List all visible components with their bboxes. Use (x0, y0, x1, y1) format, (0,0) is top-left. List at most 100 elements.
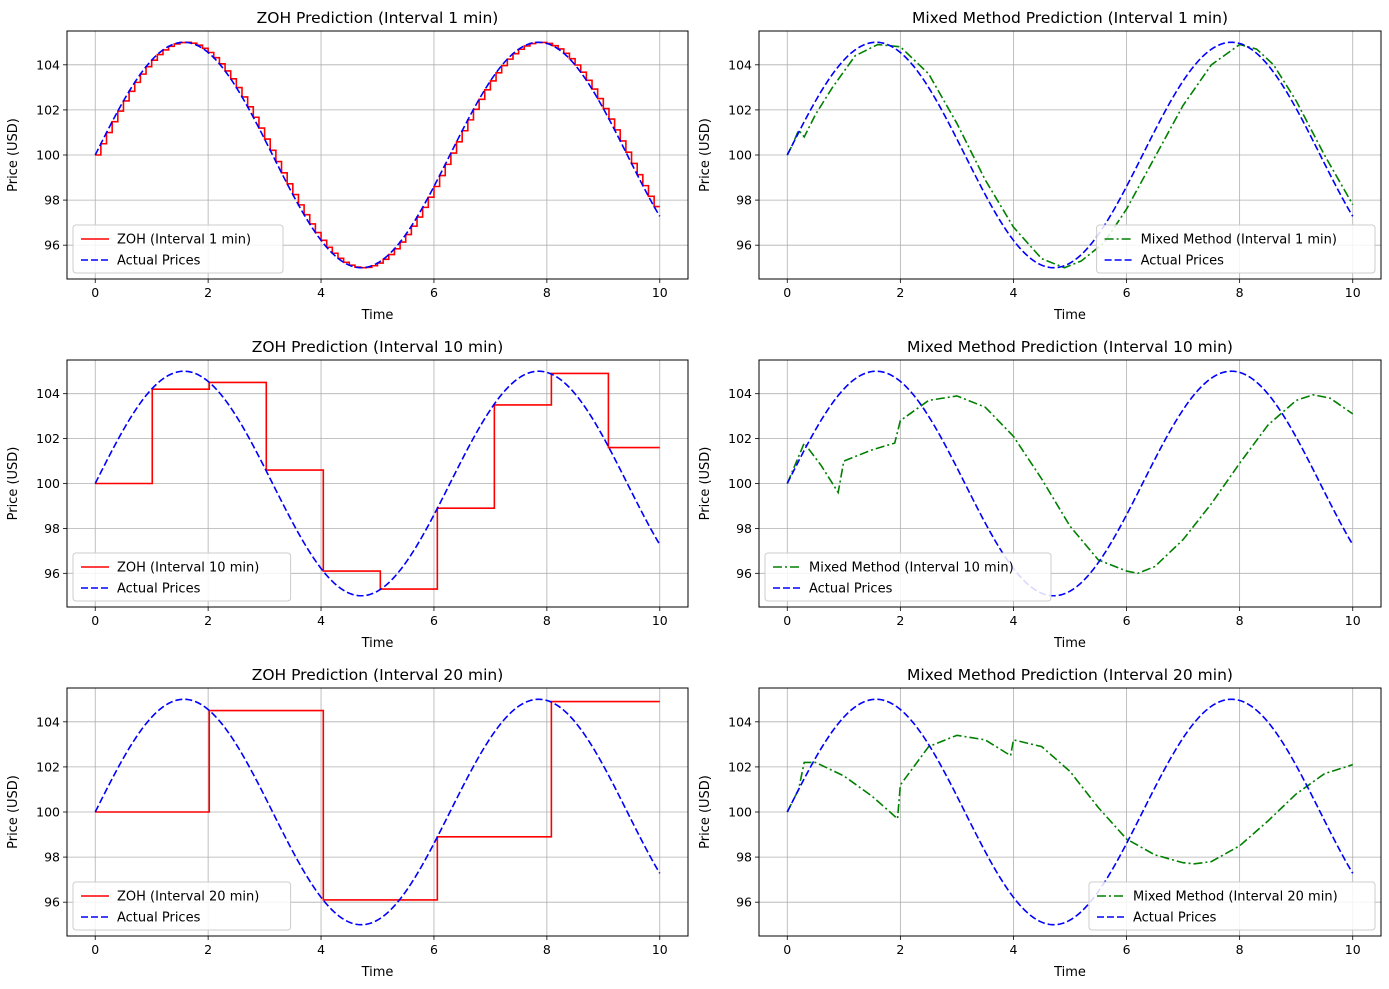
y-tick-label: 102 (728, 102, 752, 117)
x-tick-label: 4 (317, 942, 325, 957)
legend: Mixed Method (Interval 10 min) Actual Pri… (765, 553, 1051, 601)
series-line-1 (787, 735, 1352, 864)
x-tick-label: 0 (91, 285, 99, 300)
y-tick-label: 104 (36, 386, 60, 401)
subplot-4: 0 2 4 6 8 109698100102104Mixed Method Predict… (698, 338, 1381, 651)
y-tick-label: 96 (736, 238, 752, 253)
legend: Mixed Method (Interval 1 min) Actual Pric… (1097, 225, 1375, 273)
x-tick-label: 8 (543, 285, 551, 300)
y-tick-label: 104 (728, 57, 752, 72)
legend-label: ZOH (Interval 10 min) (117, 561, 259, 576)
y-axis-label: Price (USD) (6, 447, 21, 521)
y-axis-label: Price (USD) (698, 118, 713, 192)
y-axis-label: Price (USD) (6, 775, 21, 849)
chart-title: ZOH Prediction (Interval 10 min) (252, 338, 504, 356)
x-tick-label: 8 (1236, 285, 1244, 300)
legend-label: Actual Prices (117, 582, 201, 597)
x-tick-label: 4 (1009, 942, 1017, 957)
legend: ZOH (Interval 20 min) Actual Prices (73, 882, 291, 930)
legend-label: Mixed Method (Interval 1 min) (1141, 233, 1337, 248)
x-tick-label: 6 (1123, 942, 1131, 957)
y-tick-label: 98 (44, 850, 60, 865)
y-axis-label: Price (USD) (6, 118, 21, 192)
chart-title: Mixed Method Prediction (Interval 1 min) (912, 9, 1228, 27)
y-tick-label: 96 (44, 895, 60, 910)
x-tick-label: 8 (1236, 942, 1244, 957)
y-tick-label: 98 (736, 193, 752, 208)
legend-label: Actual Prices (117, 254, 201, 269)
legend-label: Mixed Method (Interval 10 min) (809, 561, 1014, 576)
y-tick-label: 102 (36, 431, 60, 446)
x-tick-label: 2 (896, 285, 904, 300)
y-tick-label: 104 (728, 386, 752, 401)
subplot-1: 0 2 4 6 8 10 96 98 100 102 104 ZOH Prediction (Inte… (6, 9, 688, 323)
y-tick-label: 104 (36, 57, 60, 72)
series-line-1 (95, 702, 660, 900)
y-axis-label: Price (USD) (698, 775, 713, 849)
y-tick-label: 96 (44, 238, 60, 253)
x-tick-label: 2 (204, 942, 212, 957)
x-tick-label: 4 (1009, 613, 1017, 628)
x-axis-label: Time (1053, 636, 1086, 651)
y-tick-label: 104 (728, 714, 752, 729)
x-tick-label: 8 (1236, 613, 1244, 628)
x-tick-label: 10 (652, 285, 668, 300)
y-tick-label: 100 (36, 805, 60, 820)
x-tick-label: 2 (896, 613, 904, 628)
legend: ZOH (Interval 1 min) Actual Prices (73, 225, 283, 273)
x-tick-label: 4 (317, 613, 325, 628)
y-tick-label: 100 (36, 148, 60, 163)
x-axis-label: Time (361, 308, 394, 323)
x-tick-label: 6 (430, 613, 438, 628)
legend-label: Actual Prices (117, 911, 201, 926)
y-tick-label: 100 (728, 805, 752, 820)
x-axis-label: Time (1053, 308, 1086, 323)
x-tick-label: 0 (783, 942, 791, 957)
x-tick-label: 10 (652, 942, 668, 957)
x-tick-label: 0 (91, 942, 99, 957)
x-tick-label: 4 (1009, 285, 1017, 300)
x-tick-label: 2 (896, 942, 904, 957)
x-tick-label: 10 (1345, 613, 1361, 628)
legend-label: Actual Prices (1141, 254, 1225, 269)
legend: Mixed Method (Interval 20 min) Actual Pri… (1089, 882, 1375, 930)
y-tick-label: 100 (728, 476, 752, 491)
y-tick-label: 96 (736, 895, 752, 910)
subplot-2: 0 2 4 6 8 109698100102104Mixed Method Predict… (698, 9, 1381, 323)
legend-label: Mixed Method (Interval 20 min) (1133, 890, 1338, 905)
x-axis-label: Time (1053, 965, 1086, 980)
x-tick-label: 0 (91, 613, 99, 628)
x-axis-label: Time (361, 965, 394, 980)
x-tick-label: 2 (204, 613, 212, 628)
chart-title: ZOH Prediction (Interval 20 min) (252, 666, 504, 684)
series-line-1 (787, 395, 1352, 574)
x-tick-label: 6 (430, 285, 438, 300)
x-tick-label: 6 (430, 942, 438, 957)
legend-label: ZOH (Interval 1 min) (117, 233, 251, 248)
y-tick-label: 102 (728, 759, 752, 774)
x-tick-label: 4 (317, 285, 325, 300)
y-tick-label: 102 (36, 759, 60, 774)
y-tick-label: 98 (736, 850, 752, 865)
subplot-5: 0 2 4 6 8 10 96 98 100 102 104 ZOH Prediction (Inte… (6, 666, 688, 980)
chart-title: Mixed Method Prediction (Interval 10 min… (907, 338, 1233, 356)
legend-label: Actual Prices (809, 582, 893, 597)
x-tick-label: 10 (652, 613, 668, 628)
legend-label: ZOH (Interval 20 min) (117, 890, 259, 905)
x-tick-label: 0 (783, 285, 791, 300)
y-tick-label: 100 (36, 476, 60, 491)
x-tick-label: 8 (543, 942, 551, 957)
x-tick-label: 6 (1123, 613, 1131, 628)
chart-title: ZOH Prediction (Interval 1 min) (257, 9, 499, 27)
y-tick-label: 96 (44, 566, 60, 581)
subplot-3: 0 2 4 6 8 10 96 98 100 102 104 ZOH Prediction (Inte… (6, 338, 688, 651)
y-tick-label: 98 (44, 193, 60, 208)
legend-label: Actual Prices (1133, 911, 1217, 926)
y-tick-label: 104 (36, 714, 60, 729)
x-tick-label: 10 (1345, 942, 1361, 957)
legend: ZOH (Interval 10 min) Actual Prices (73, 553, 291, 601)
x-tick-label: 8 (543, 613, 551, 628)
y-tick-label: 102 (36, 102, 60, 117)
x-tick-label: 6 (1123, 285, 1131, 300)
y-tick-label: 98 (736, 521, 752, 536)
